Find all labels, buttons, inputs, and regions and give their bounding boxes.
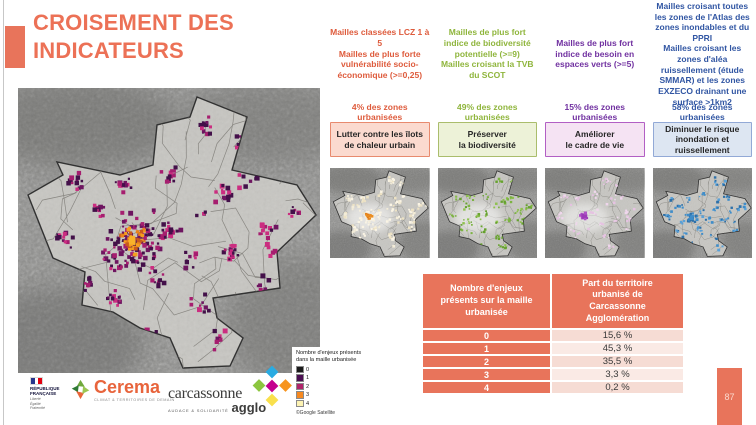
legend-swatch (296, 374, 304, 382)
indicator-map-inondation (652, 168, 752, 258)
table-cell-enjeux: 3 (423, 369, 550, 380)
main-map (18, 88, 320, 373)
criteria-text: Mailles de plus fort indice de besoin en… (555, 38, 635, 70)
map-legend: Nombre d'enjeux présents dans la maille … (292, 347, 380, 419)
cerema-logo: Cerema CLIMAT & TERRITOIRES DE DEMAIN (70, 378, 175, 402)
table-cell-part: 35,5 % (552, 356, 683, 367)
legend-item: 3 (296, 391, 376, 399)
carcassonne-diamonds (249, 362, 295, 410)
cerema-name: Cerema (94, 377, 161, 397)
carcassonne-agglo-suffix: agglo (231, 400, 267, 415)
indicator-map-chaleur (330, 168, 430, 258)
indicator-column-biodiversite: Mailles de plus fort indice de biodivers… (437, 6, 537, 258)
slide-edge-rule (3, 0, 4, 425)
legend-item: 0 (296, 365, 376, 374)
table-cell-part: 0,2 % (552, 382, 683, 393)
carcassonne-agglo-logo: carcassonne AUDACE & SOLIDARITÉ agglo (168, 385, 267, 415)
legend-swatch (296, 399, 304, 408)
indicator-columns: Mailles classées LCZ 1 à 5 Mailles de pl… (330, 0, 752, 258)
indicator-map-svg (652, 168, 752, 258)
table-cell-enjeux: 2 (423, 356, 550, 367)
indicator-column-chaleur: Mailles classées LCZ 1 à 5 Mailles de pl… (330, 6, 430, 258)
title-accent-square (5, 26, 25, 68)
indicator-column-inondation: Mailles croisant toutes les zones de l'A… (652, 0, 752, 258)
cerema-tagline: CLIMAT & TERRITOIRES DE DEMAIN (94, 398, 175, 402)
table-cell-enjeux: 0 (423, 330, 550, 341)
table-cell-enjeux: 4 (423, 382, 550, 393)
enjeux-table: Nombre d'enjeux présents sur la maille u… (423, 274, 683, 393)
table-header-enjeux: Nombre d'enjeux présents sur la maille u… (423, 274, 550, 328)
objective-box: Améliorer le cadre de vie (545, 122, 645, 157)
legend-label: 4 (306, 400, 310, 407)
page-title: CROISEMENT DES INDICATEURS (33, 10, 234, 64)
urbanized-share-text: 4% des zones urbanisées (351, 102, 408, 122)
objective-box: Lutter contre les îlots de chaleur urbai… (330, 122, 430, 157)
table-cell-part: 15,6 % (552, 330, 683, 341)
republique-francaise-logo: RÉPUBLIQUE FRANÇAISE Liberté Égalité Fra… (30, 377, 72, 411)
urbanized-share-text: 58% des zones urbanisées (672, 102, 733, 122)
page-number: 87 (717, 368, 742, 425)
cerema-pinwheel-icon (71, 379, 90, 400)
french-flag-icon (30, 377, 43, 385)
carcassonne-tagline: AUDACE & SOLIDARITÉ (168, 408, 229, 413)
table-cell-part: 45,3 % (552, 343, 683, 354)
urbanized-share-text: 15% des zones urbanisées (564, 102, 625, 122)
legend-item: 4 (296, 399, 376, 408)
legend-item: 1 (296, 374, 376, 382)
table-header-part: Part du territoire urbanisé de Carcasson… (552, 274, 683, 328)
table-cell-enjeux: 1 (423, 343, 550, 354)
legend-label: 2 (306, 383, 310, 390)
criteria-text: Mailles croisant toutes les zones de l'A… (654, 0, 750, 107)
legend-swatch (296, 391, 304, 399)
urbanized-share-text: 49% des zones urbanisées (457, 102, 518, 122)
indicator-map-biodiversite (437, 168, 537, 258)
legend-label: 0 (306, 366, 310, 373)
rf-name: RÉPUBLIQUE FRANÇAISE (30, 386, 60, 397)
indicator-map-svg (330, 168, 430, 258)
legend-label: 1 (306, 375, 310, 382)
indicator-map-svg (437, 168, 537, 258)
main-map-svg (18, 88, 320, 373)
objective-box: Diminuer le risque inondation et ruissel… (652, 122, 752, 157)
carcassonne-name: carcassonne (168, 385, 242, 402)
table-cell-part: 3,3 % (552, 369, 683, 380)
criteria-text: Mailles de plus fort indice de biodivers… (440, 27, 534, 80)
rf-motto: Liberté Égalité Fraternité (30, 397, 45, 411)
legend-label: 3 (306, 392, 310, 399)
legend-source: ©Google Satellite (296, 409, 335, 416)
criteria-text: Mailles classées LCZ 1 à 5 Mailles de pl… (330, 27, 430, 80)
objective-box: Préserver la biodiversité (437, 122, 537, 157)
diamonds-icon (252, 365, 292, 407)
legend-swatch (296, 382, 304, 391)
legend-swatch (296, 365, 304, 374)
indicator-map-cadre-de-vie (545, 168, 645, 258)
indicator-map-svg (545, 168, 645, 258)
legend-item: 2 (296, 382, 376, 391)
indicator-column-cadre-de-vie: Mailles de plus fort indice de besoin en… (545, 6, 645, 258)
legend-title: Nombre d'enjeux présents dans la maille … (296, 350, 362, 363)
